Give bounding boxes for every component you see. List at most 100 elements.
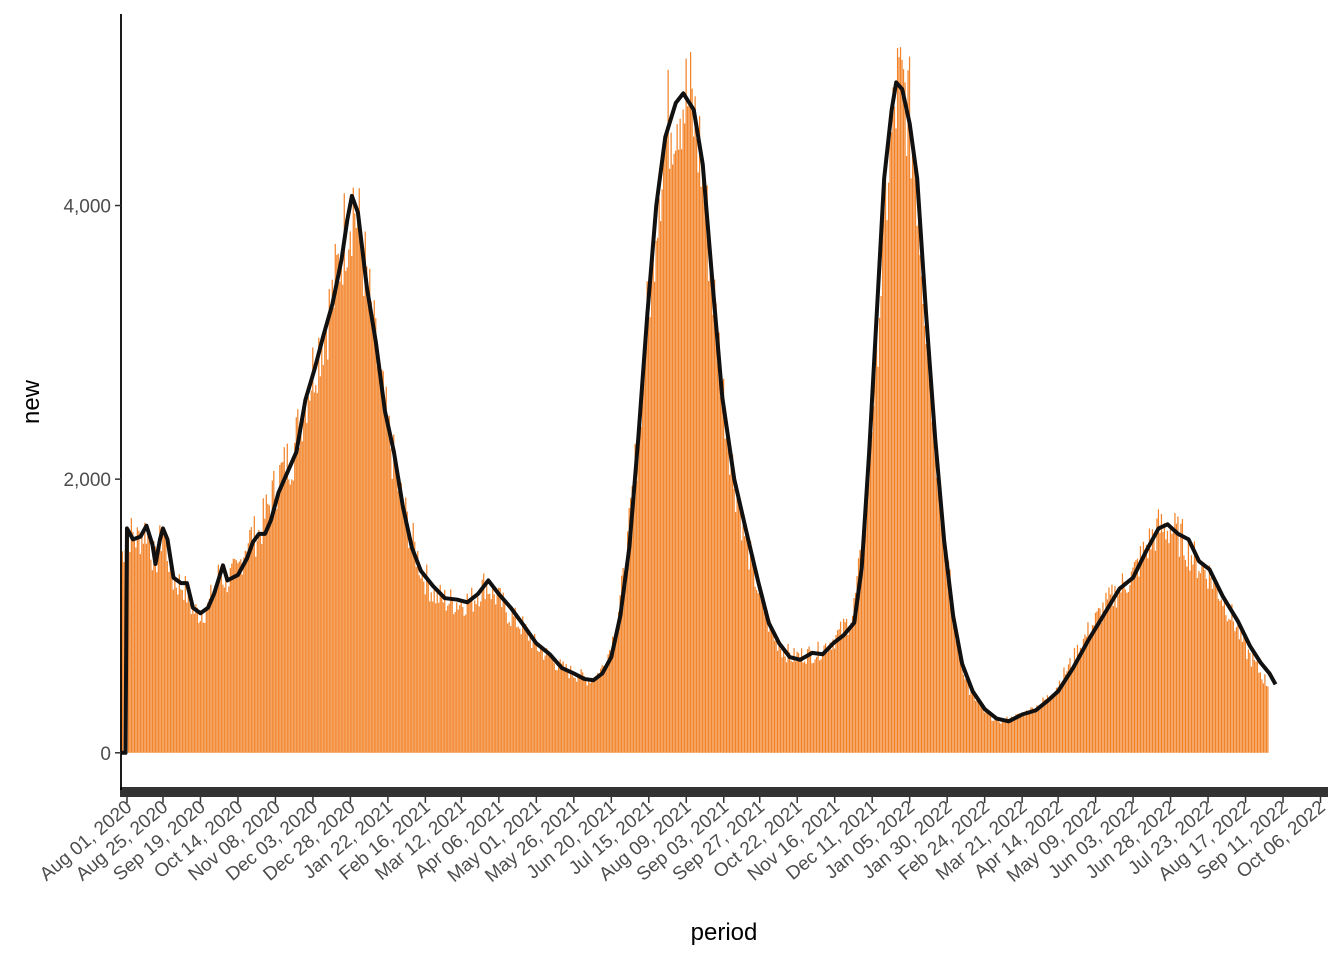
bar [658,198,660,753]
bar [258,530,260,753]
bar [612,636,614,753]
bar [508,621,510,753]
bar [958,648,960,753]
bar [1264,674,1266,753]
bar [534,633,536,753]
bar [595,675,597,753]
bar [312,347,314,753]
bar [794,661,797,753]
bar [175,587,177,753]
bar [799,657,801,753]
bar [456,602,458,753]
bar [1099,608,1101,753]
bar [492,584,494,753]
bar [321,345,323,753]
bar [1144,553,1146,753]
bar [163,536,165,753]
bar [971,692,974,753]
bar [379,364,381,753]
bar [439,584,441,753]
bar [1258,672,1260,753]
bar [282,461,284,753]
bar [905,156,908,753]
bar [770,630,773,753]
bar [944,563,947,753]
bar [1054,692,1056,753]
bar [980,703,983,753]
bar [935,477,938,753]
bar [369,268,371,753]
bar [884,181,887,753]
bar [937,486,939,753]
bar [549,656,551,753]
bar [932,399,935,753]
bar [144,522,146,753]
bar [504,599,506,753]
bar [697,172,699,753]
bar [1019,715,1022,753]
bar [998,722,1001,753]
bar [773,640,776,753]
bar [129,551,131,753]
bar [409,539,411,753]
bar [899,47,902,753]
bar [726,427,728,753]
bar [301,441,303,753]
bar [408,547,410,753]
bar [276,508,278,753]
bar [1165,539,1167,753]
bar [183,599,185,753]
bar [162,534,164,753]
bar [462,607,464,753]
bar [1214,579,1217,753]
bar [594,680,596,753]
bar [1262,683,1265,753]
bar [844,622,846,753]
bar [1028,713,1031,753]
bar [946,557,948,753]
bar [1175,523,1178,753]
bar [471,587,473,753]
bar [180,589,182,753]
bar [561,663,563,753]
bar [585,677,587,753]
y-axis-ticks: 0 2,000 4,000 [63,197,121,765]
bar [660,221,662,753]
bar [634,443,636,753]
bar [839,621,842,753]
bar [198,622,200,753]
bar [1213,581,1215,753]
bar [1217,598,1220,753]
bar [985,709,987,753]
bar [961,661,963,753]
bar [466,593,468,753]
bar [1238,639,1241,753]
bar [737,505,740,753]
bar [1169,528,1172,753]
bar [526,628,528,753]
bar [495,604,497,753]
bar [1226,621,1229,753]
bar [892,87,894,753]
bar [402,503,404,753]
bar-series [120,47,1269,753]
bar [300,418,302,753]
bar [700,186,702,753]
bar [202,622,204,753]
bar [1135,560,1137,753]
bar [835,635,837,753]
bar [1232,621,1235,753]
bar [1117,595,1119,753]
bar [636,480,638,753]
bar [640,426,642,753]
bar [319,376,321,753]
bar [940,494,942,753]
bar [1073,647,1076,753]
bar [851,615,854,753]
bar [631,485,633,753]
bar [1037,708,1040,753]
bar [400,482,402,753]
bar [271,480,273,753]
bar [607,654,609,753]
bar [1015,714,1017,753]
